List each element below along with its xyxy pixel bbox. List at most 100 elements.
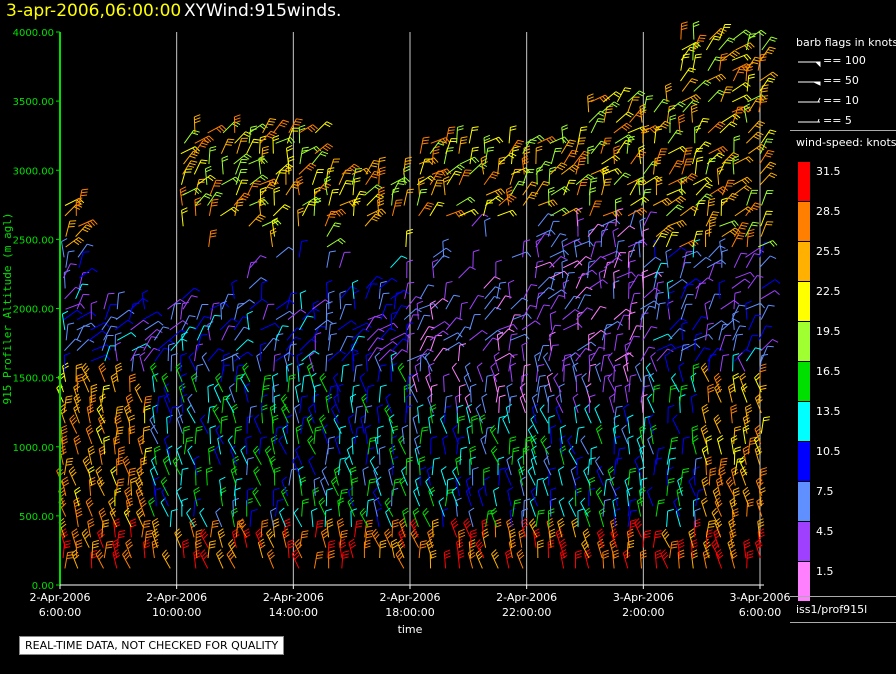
barb-flag	[639, 487, 646, 491]
barb-flag	[622, 174, 629, 179]
barb-flag	[430, 436, 438, 439]
barb-staff	[321, 470, 330, 486]
wind-barb	[318, 497, 327, 517]
barb-staff	[156, 396, 160, 413]
wind-barb	[527, 424, 537, 445]
wind-barb	[141, 520, 151, 538]
barb-flag	[247, 487, 254, 491]
barb-flag	[636, 325, 643, 327]
barb-flag	[668, 290, 675, 294]
barb-staff	[496, 295, 506, 310]
wind-barb	[602, 168, 622, 175]
wind-barb	[366, 478, 376, 496]
barb-flag	[661, 200, 667, 206]
barb-flag	[502, 414, 508, 420]
barb-flag	[427, 202, 434, 205]
barb-flag	[473, 209, 479, 215]
barb-flag	[611, 520, 617, 526]
barb-flag	[250, 261, 258, 263]
barb-flag	[253, 466, 259, 472]
barb-staff	[654, 263, 662, 279]
barb-staff	[378, 282, 382, 299]
wind-barb	[629, 519, 637, 538]
wind-barb	[338, 457, 347, 476]
barb-flag	[60, 528, 67, 533]
barb-flag	[124, 461, 131, 467]
barb-flag	[176, 533, 183, 539]
wind-barb	[142, 425, 151, 445]
wind-barb	[468, 507, 475, 528]
barb-flag	[607, 466, 614, 471]
wind-barb	[496, 331, 504, 351]
barb-flag	[312, 487, 319, 491]
barb-flag	[203, 195, 211, 199]
barb-flag	[530, 486, 537, 492]
barb-staff	[535, 241, 540, 258]
barb-flag	[196, 529, 203, 533]
wind-barb	[493, 352, 500, 372]
barb-flag	[341, 208, 347, 215]
wind-barb	[575, 307, 594, 320]
barb-flag	[118, 452, 125, 456]
barb-staff	[150, 460, 159, 476]
wind-barb	[640, 346, 656, 362]
wind-barb	[64, 338, 82, 352]
barb-staff	[366, 328, 379, 341]
wind-barb	[301, 350, 320, 362]
barb-flag	[458, 436, 465, 439]
barb-staff	[465, 490, 472, 507]
wind-barb	[547, 467, 556, 486]
barb-flag	[519, 383, 526, 388]
barb-flag	[105, 546, 113, 549]
wind-barb	[326, 222, 342, 237]
barb-flag	[630, 522, 637, 525]
barb-flag	[493, 352, 500, 357]
wind-barb	[519, 393, 526, 414]
barb-flag	[442, 508, 449, 512]
wind-barb	[298, 124, 306, 144]
barb-flag	[379, 545, 387, 549]
barb-flag	[483, 534, 490, 539]
barb-flag	[440, 466, 447, 471]
barb-staff	[456, 196, 471, 206]
wind-barb	[246, 487, 254, 507]
wind-barb	[347, 486, 354, 507]
barb-flag	[273, 487, 280, 491]
barb-flag	[358, 335, 365, 338]
barb-flag	[645, 362, 651, 369]
barb-flag	[215, 507, 221, 513]
barb-staff	[234, 365, 239, 382]
barb-staff	[308, 355, 315, 372]
wind-barb	[308, 455, 316, 476]
barb-flag	[613, 101, 620, 106]
barb-flag	[324, 175, 331, 180]
wind-barb	[613, 172, 631, 186]
barb-flag	[476, 362, 483, 368]
barb-flag	[153, 347, 160, 351]
wind-barb	[180, 467, 189, 486]
wind-barb	[301, 374, 311, 393]
barb-flag	[194, 120, 201, 124]
barb-flag	[436, 204, 443, 207]
wind-barb	[378, 186, 386, 206]
barb-flag	[349, 167, 356, 172]
wind-barb	[319, 373, 328, 393]
barb-staff	[232, 500, 235, 517]
barb-flag	[379, 172, 386, 176]
barb-staff	[521, 345, 525, 362]
wind-barb	[245, 435, 252, 455]
barb-flag	[477, 541, 483, 548]
barb-flag	[506, 455, 513, 461]
barb-flag	[470, 210, 476, 216]
barb-staff	[334, 439, 341, 455]
barb-flag	[506, 403, 513, 409]
barb-flag	[102, 525, 109, 528]
barb-flag	[623, 403, 630, 409]
barb-staff	[272, 204, 286, 217]
barb-staff	[603, 479, 607, 496]
wind-barb	[603, 332, 612, 351]
wind-barb	[142, 395, 153, 413]
barb-staff	[613, 122, 627, 134]
barb-flag	[175, 362, 182, 368]
barb-flag	[235, 429, 242, 432]
